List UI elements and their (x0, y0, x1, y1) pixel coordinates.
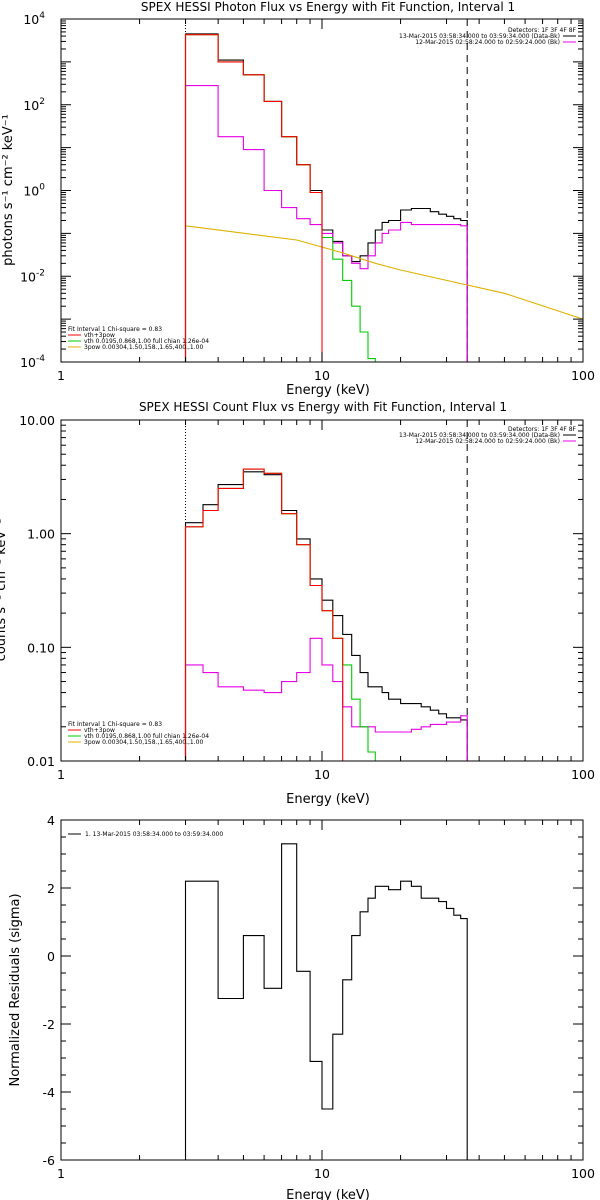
residuals-plot-area (184, 843, 468, 1160)
photon-chart-title: SPEX HESSI Photon Flux vs Energy with Fi… (141, 0, 515, 14)
count-header-line: 13-Mar-2015 03:58:34.000 to 03:59:34.000… (399, 432, 560, 439)
photon-header-info: Detectors: 1F 3F 4F 8F 13-Mar-2015 03:58… (399, 27, 577, 46)
y-tick-label: 1.00 (27, 527, 55, 542)
x-tick-label: 1 (57, 368, 65, 383)
photon-header-line: 13-Mar-2015 03:58:34.000 to 03:59:34.000… (399, 33, 560, 40)
count-header-line: Detectors: 1F 3F 4F 8F (508, 426, 577, 433)
residual-series (184, 843, 468, 1160)
y-tick-label: 0.01 (27, 754, 55, 769)
x-tick-label: 1 (57, 1166, 65, 1181)
count-legend: Fit Interval 1 Chi-square = 0.83 vth+3po… (68, 721, 209, 746)
total-series (184, 468, 344, 761)
y-tick-label: 0.10 (27, 640, 55, 655)
data-series (184, 471, 468, 761)
residuals-panel: 1 10 100 -6 -4 -2 0 2 4 Energy (keV) Normalized … (8, 813, 595, 1200)
y-tick-label: 10.00 (19, 413, 55, 428)
background-series (184, 85, 468, 362)
count-plot-area (184, 420, 468, 762)
y-tick-exponent: 2 (39, 97, 45, 107)
powerlaw-series (185, 225, 584, 320)
thermal-series (184, 34, 383, 363)
y-tick-label: 104 (23, 11, 45, 27)
residuals-ticks: 1 10 100 -6 -4 -2 0 2 4 (43, 813, 595, 1181)
x-tick-label: 100 (571, 368, 595, 383)
x-tick-label: 100 (571, 767, 595, 782)
thermal-series (184, 468, 383, 762)
photon-flux-panel: SPEX HESSI Photon Flux vs Energy with Fi… (1, 0, 595, 398)
count-x-axis-label: Energy (keV) (286, 792, 370, 807)
photon-legend-line: vth+3pow (84, 332, 115, 339)
y-tick-exponent: -2 (36, 268, 45, 278)
x-tick-label: 1 (57, 767, 65, 782)
count-legend-line: 3pow 0.00304,1.50,158.,1.65,400.,1.00 (84, 739, 203, 746)
y-tick-label: -6 (43, 1153, 56, 1168)
x-tick-label: 100 (571, 1166, 595, 1181)
residuals-legend: 1. 13-Mar-2015 03:58:34.000 to 03:59:34.… (68, 831, 223, 838)
photon-legend-line: Fit Interval 1 Chi-square = 0.83 (68, 326, 162, 333)
y-tick-label: 10-4 (20, 354, 45, 370)
photon-header-line: 12-Mar-2015 02:58:24.000 to 02:59:24.000… (415, 39, 560, 46)
y-tick-label: -2 (43, 1017, 55, 1032)
residuals-x-axis-label: Energy (keV) (286, 1188, 370, 1200)
photon-plot-area (184, 19, 584, 363)
residuals-legend-line: 1. 13-Mar-2015 03:58:34.000 to 03:59:34.… (85, 831, 223, 838)
y-tick-exponent: 4 (39, 11, 45, 21)
count-legend-line: Fit Interval 1 Chi-square = 0.83 (68, 721, 162, 728)
x-tick-label: 10 (314, 767, 330, 782)
y-tick-label: -4 (43, 1085, 56, 1100)
y-tick-exponent: 0 (39, 183, 45, 193)
total-series (184, 34, 323, 362)
y-tick-label: 100 (23, 183, 45, 199)
background-series (184, 637, 468, 761)
y-tick-exponent: -4 (36, 354, 45, 364)
photon-header-line: Detectors: 1F 3F 4F 8F (508, 27, 577, 34)
y-tick-label: 2 (47, 881, 55, 896)
photon-x-axis-label: Energy (keV) (286, 383, 370, 398)
y-tick-label: 10-2 (20, 268, 45, 284)
photon-legend-line: 3pow 0.00304,1.50,158.,1.65,400.,1.00 (84, 344, 203, 351)
count-header-line: 12-Mar-2015 02:58:24.000 to 02:59:24.000… (415, 438, 560, 445)
y-tick-label: 102 (23, 97, 45, 113)
photon-legend: Fit Interval 1 Chi-square = 0.83 vth+3po… (68, 326, 209, 351)
count-chart-title: SPEX HESSI Count Flux vs Energy with Fit… (139, 400, 507, 414)
count-ticks: 1 10 100 0.01 0.10 1.00 10.00 (19, 413, 595, 782)
count-legend-line: vth 0.0195,0.868,1.00 full chian 1.26e-0… (84, 733, 209, 740)
y-tick-label: 0 (47, 949, 55, 964)
photon-y-axis-label: photons s⁻¹ cm⁻² keV⁻¹ (1, 114, 16, 266)
y-tick-label: 4 (47, 813, 55, 828)
x-tick-label: 10 (314, 368, 330, 383)
x-tick-label: 10 (314, 1166, 330, 1181)
count-header-info: Detectors: 1F 3F 4F 8F 13-Mar-2015 03:58… (399, 426, 577, 445)
residuals-y-axis-label: Normalized Residuals (sigma) (8, 893, 23, 1086)
count-y-axis-label: counts s⁻¹ cm⁻² keV⁻¹ (0, 519, 9, 662)
photon-legend-line: vth 0.0195,0.868,1.00 full chian 1.26e-0… (84, 338, 209, 345)
data-series (184, 33, 468, 362)
count-flux-panel: SPEX HESSI Count Flux vs Energy with Fit… (0, 400, 595, 807)
count-legend-line: vth+3pow (84, 727, 115, 734)
